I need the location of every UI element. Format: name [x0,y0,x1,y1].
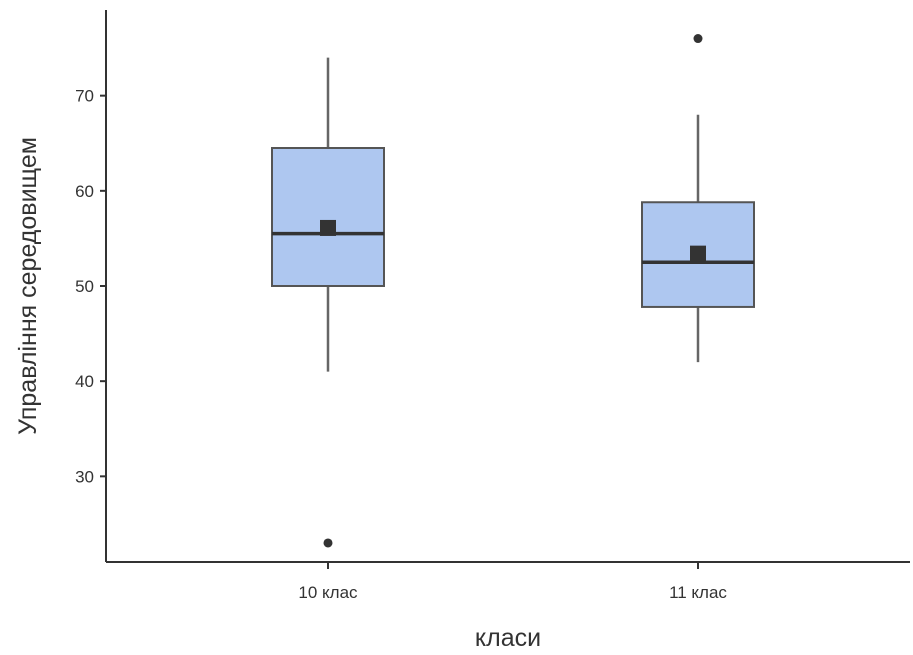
mean-marker [320,219,336,236]
y-tick-label: 40 [75,372,94,391]
outlier-point [323,538,333,548]
outlier-point [693,34,703,44]
box-group [641,34,755,363]
mean-marker [690,245,706,262]
y-axis: 30 40 50 60 70 [75,10,107,562]
y-tick-label: 60 [75,182,94,201]
x-axis: 10 клас 11 клас [106,561,910,602]
y-tick-label: 30 [75,467,94,486]
y-tick-label: 70 [75,87,94,106]
x-tick-label: 10 клас [298,583,358,602]
box-group [271,57,385,548]
x-tick-label: 11 клас [669,583,727,602]
iqr-box [271,147,385,287]
x-axis-title: класи [475,624,541,652]
y-axis-title: Управління середовищем [14,137,42,435]
y-tick-label: 50 [75,277,94,296]
boxplot-series [271,34,755,548]
